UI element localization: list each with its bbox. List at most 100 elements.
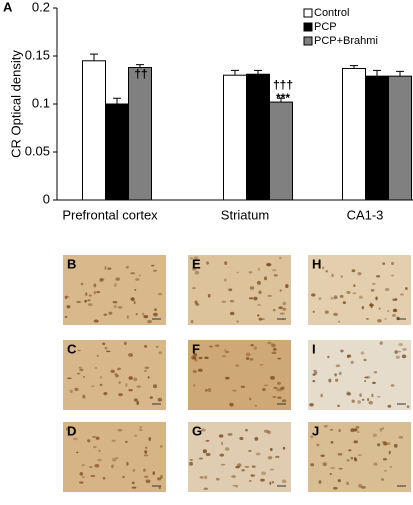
- stained-cell: [365, 318, 369, 320]
- stained-cell: [339, 294, 344, 298]
- stained-cell: [135, 313, 138, 316]
- stained-cell: [153, 312, 158, 317]
- stained-cell: [102, 342, 106, 346]
- stained-cell: [353, 284, 356, 288]
- stained-cell: [276, 381, 282, 385]
- stained-cell: [80, 282, 84, 286]
- stained-cell: [316, 443, 320, 447]
- stained-cell: [72, 345, 77, 348]
- stained-cell: [76, 451, 79, 454]
- stained-cell: [219, 453, 225, 457]
- stained-cell: [144, 450, 148, 454]
- stained-cell: [84, 299, 87, 303]
- stained-cell: [257, 280, 261, 285]
- stained-cell: [152, 384, 158, 389]
- stained-cell: [346, 481, 350, 486]
- stained-cell: [350, 428, 355, 433]
- stained-cell: [111, 439, 116, 442]
- stained-cell: [340, 349, 344, 353]
- stained-cell: [360, 351, 365, 355]
- stained-cell: [132, 468, 135, 473]
- stained-cell: [157, 477, 162, 481]
- stained-cell: [398, 350, 401, 353]
- stained-cell: [338, 429, 341, 433]
- stained-cell: [357, 271, 362, 276]
- stained-cell: [269, 468, 275, 471]
- stained-cell: [312, 310, 315, 313]
- stained-cell: [232, 484, 237, 487]
- stained-cell: [209, 345, 213, 348]
- stained-cell: [329, 473, 332, 476]
- stained-cell: [277, 396, 282, 399]
- stained-cell: [151, 264, 155, 267]
- stained-cell: [214, 344, 220, 347]
- stained-cell: [122, 476, 125, 478]
- y-tick-label: 0.15: [25, 47, 50, 62]
- stained-cell: [138, 428, 143, 431]
- stained-cell: [383, 442, 388, 446]
- stained-cell: [76, 372, 81, 375]
- stained-cell: [364, 376, 369, 379]
- stained-cell: [73, 430, 77, 434]
- stained-cell: [123, 341, 127, 346]
- legend-swatch: [303, 36, 313, 46]
- stained-cell: [131, 481, 135, 484]
- stained-cell: [115, 277, 120, 281]
- stained-cell: [232, 389, 237, 392]
- stained-cell: [134, 288, 137, 291]
- stained-cell: [384, 287, 390, 292]
- stained-cell: [363, 358, 367, 362]
- stained-cell: [254, 437, 259, 441]
- stained-cell: [346, 354, 352, 358]
- stained-cell: [245, 356, 250, 360]
- stained-cell: [96, 290, 101, 294]
- stained-cell: [401, 354, 407, 359]
- stained-cell: [193, 353, 198, 357]
- micrograph: C: [63, 340, 166, 410]
- stained-cell: [193, 384, 196, 387]
- stained-cell: [103, 392, 108, 396]
- stained-cell: [98, 449, 101, 452]
- significance-annotation: ***: [110, 120, 124, 134]
- stained-cell: [257, 304, 262, 306]
- stained-cell: [231, 475, 236, 478]
- stained-cell: [241, 469, 245, 472]
- micrograph-image: [63, 340, 166, 410]
- stained-cell: [111, 464, 114, 469]
- stained-cell: [133, 301, 136, 305]
- stained-cell: [205, 439, 210, 442]
- micrograph-image: [63, 255, 166, 325]
- stained-cell: [198, 356, 203, 360]
- stained-cell: [145, 479, 151, 482]
- stained-cell: [235, 465, 240, 469]
- stained-cell: [192, 287, 196, 290]
- stained-cell: [189, 461, 193, 466]
- micrograph-label: H: [312, 256, 321, 271]
- stained-cell: [145, 446, 148, 449]
- bar: [365, 75, 389, 201]
- stained-cell: [386, 442, 391, 446]
- stained-cell: [279, 289, 282, 292]
- stained-cell: [206, 261, 209, 265]
- stained-cell: [325, 270, 328, 273]
- stained-cell: [372, 433, 377, 438]
- stained-cell: [104, 265, 107, 270]
- stained-cell: [352, 292, 357, 295]
- stained-cell: [89, 465, 93, 469]
- stained-cell: [96, 354, 99, 357]
- stained-cell: [239, 436, 244, 441]
- stained-cell: [82, 394, 86, 399]
- stained-cell: [261, 471, 267, 476]
- stained-cell: [90, 475, 96, 477]
- stained-cell: [207, 388, 212, 393]
- stained-cell: [387, 309, 390, 313]
- stained-cell: [143, 468, 146, 472]
- stained-cell: [92, 445, 97, 449]
- bar: [388, 75, 412, 201]
- stained-cell: [202, 449, 207, 454]
- stained-cell: [254, 404, 258, 407]
- stained-cell: [282, 301, 287, 306]
- bar: [246, 73, 270, 201]
- stained-cell: [130, 297, 135, 302]
- stained-cell: [249, 286, 255, 290]
